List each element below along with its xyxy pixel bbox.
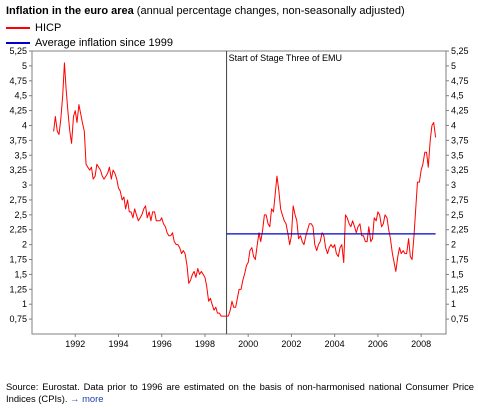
- y-tick-label-left: 2,75: [9, 195, 27, 205]
- y-tick-label-left: 4,25: [9, 106, 27, 116]
- y-tick-label-left: 2: [22, 240, 27, 250]
- y-tick-label-right: 2,25: [451, 225, 469, 235]
- y-tick-label-left: 4,5: [14, 91, 27, 101]
- y-tick-label-right: 3,5: [451, 150, 464, 160]
- y-tick-label-left: 1,5: [14, 269, 27, 279]
- chart-title-subtitle: (annual percentage changes, non-seasonal…: [133, 5, 405, 17]
- source-text: Source: Eurostat. Data prior to 1996 are…: [6, 381, 474, 404]
- y-tick-label-right: 1: [451, 299, 456, 309]
- y-tick-label-left: 2,5: [14, 210, 27, 220]
- legend-item-average: Average inflation since 1999: [6, 36, 173, 49]
- y-tick-label-left: 4: [22, 120, 27, 130]
- y-tick-label-right: 4,25: [451, 106, 469, 116]
- legend-label-average: Average inflation since 1999: [35, 36, 174, 49]
- hicp-series-line: [53, 62, 437, 317]
- x-tick-label: 1998: [195, 339, 215, 349]
- x-tick-label: 2006: [368, 339, 388, 349]
- plot-frame: [31, 50, 447, 335]
- x-tick-label: 2002: [281, 339, 301, 349]
- x-tick-label: 2000: [238, 339, 258, 349]
- y-tick-label-right: 3: [451, 180, 456, 190]
- legend-label-hicp: HICP: [35, 21, 62, 34]
- y-tick-label-right: 5,25: [451, 46, 469, 56]
- more-link-label: more: [82, 393, 104, 404]
- y-tick-label-left: 5,25: [9, 46, 27, 56]
- x-tick-label: 2008: [411, 339, 431, 349]
- y-tick-label-right: 1,25: [451, 284, 469, 294]
- emu-annotation-label: Start of Stage Three of EMU: [229, 53, 342, 63]
- y-tick-label-right: 4,5: [451, 91, 464, 101]
- y-tick-label-left: 3: [22, 180, 27, 190]
- chart-title-bold: Inflation in the euro area: [6, 5, 134, 17]
- y-tick-label-right: 2,5: [451, 210, 464, 220]
- y-tick-label-left: 5: [22, 61, 27, 71]
- y-tick-label-right: 5: [451, 61, 456, 71]
- y-tick-label-right: 4,75: [451, 76, 469, 86]
- y-tick-label-left: 1,25: [9, 284, 27, 294]
- y-tick-label-left: 3,25: [9, 165, 27, 175]
- x-tick-label: 1996: [152, 339, 172, 349]
- chart-title: Inflation in the euro area (annual perce…: [6, 5, 405, 17]
- y-tick-label-left: 1: [22, 299, 27, 309]
- y-tick-label-left: 1,75: [9, 255, 27, 265]
- arrow-right-icon: →: [70, 393, 80, 404]
- legend-item-hicp: HICP: [6, 21, 61, 34]
- legend-swatch-average: [6, 41, 30, 44]
- y-tick-label-right: 4: [451, 120, 456, 130]
- legend-swatch-hicp: [6, 26, 30, 29]
- y-tick-label-right: 3,25: [451, 165, 469, 175]
- x-tick-label: 1992: [65, 339, 85, 349]
- source-note: Source: Eurostat. Data prior to 1996 are…: [6, 381, 474, 405]
- y-tick-label-right: 0,75: [451, 314, 469, 324]
- y-tick-label-left: 3,5: [14, 150, 27, 160]
- y-tick-label-left: 3,75: [9, 135, 27, 145]
- y-tick-label-right: 2,75: [451, 195, 469, 205]
- y-tick-label-left: 2,25: [9, 225, 27, 235]
- y-tick-label-left: 0,75: [9, 314, 27, 324]
- more-link[interactable]: → more: [70, 393, 103, 404]
- y-tick-label-right: 3,75: [451, 135, 469, 145]
- y-tick-label-right: 2: [451, 240, 456, 250]
- y-tick-label-left: 4,75: [9, 76, 27, 86]
- x-tick-label: 2004: [325, 339, 345, 349]
- x-tick-label: 1994: [108, 339, 128, 349]
- y-tick-label-right: 1,75: [451, 255, 469, 265]
- y-tick-label-right: 1,5: [451, 269, 464, 279]
